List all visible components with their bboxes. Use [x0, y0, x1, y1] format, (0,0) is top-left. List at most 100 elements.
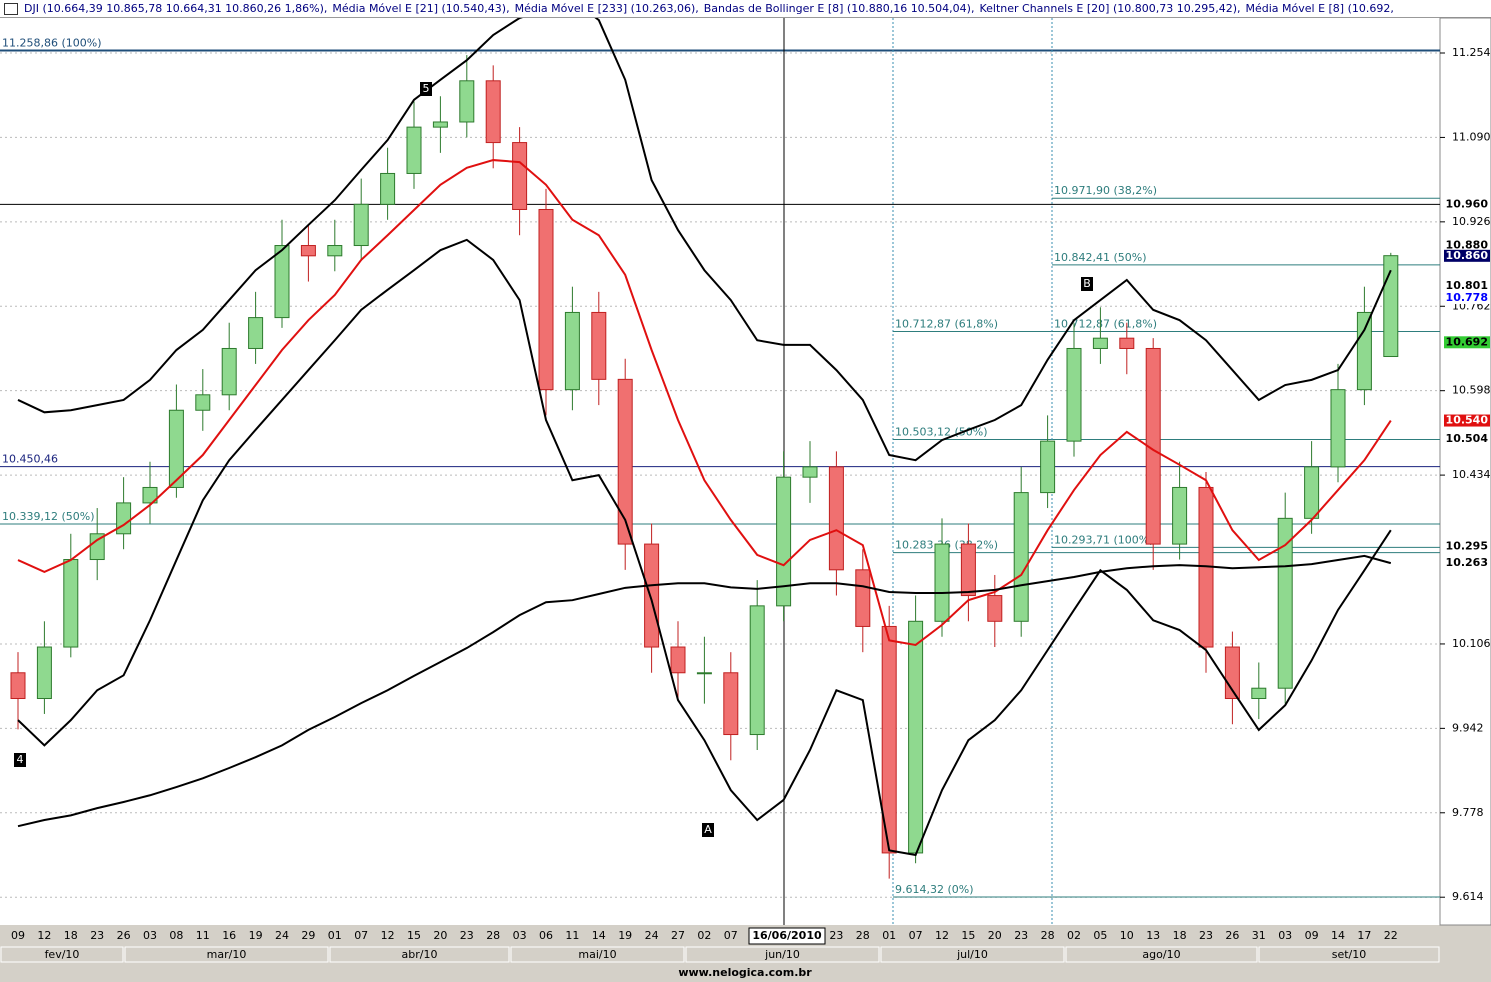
- candle-body: [1383, 255, 1399, 358]
- level-label: 10.971,90 (38,2%): [1054, 184, 1157, 197]
- value-tag-label: 10.504: [1446, 432, 1489, 445]
- x-tick-label: 08: [169, 929, 183, 942]
- candle-body: [538, 208, 554, 391]
- value-tag-label: 10.801: [1446, 279, 1488, 292]
- header-item: Média Móvel E [21] (10.540,43),: [332, 2, 510, 15]
- month-cell: [1258, 946, 1440, 963]
- candle-body: [1330, 389, 1346, 468]
- x-tick-label: 23: [829, 929, 843, 942]
- y-axis-area: [1439, 17, 1491, 926]
- x-tick-label: 26: [1225, 929, 1239, 942]
- indicator-line: [17, 238, 1392, 857]
- level-label: 10.503,12 (50%): [895, 426, 988, 439]
- x-tick-label: 26: [117, 929, 131, 942]
- x-tick-label: 29: [301, 929, 315, 942]
- x-tick-label: 11: [196, 929, 210, 942]
- level-label: 10.712,87 (61,8%): [1054, 318, 1157, 331]
- value-tag-label: 10.880: [1446, 239, 1489, 252]
- month-label: ago/10: [1142, 948, 1180, 961]
- x-tick-label: 02: [1067, 929, 1081, 942]
- candle-body: [828, 466, 844, 571]
- candle-body: [406, 126, 422, 174]
- month-cell: [1065, 946, 1258, 963]
- x-tick-label: 03: [513, 929, 527, 942]
- candle-body: [195, 394, 211, 411]
- y-tick-label: 9.614: [1452, 890, 1484, 903]
- candle-body: [1277, 517, 1293, 689]
- x-tick-label: 23: [1199, 929, 1213, 942]
- candle-body: [881, 625, 897, 854]
- indicator-line: [17, 554, 1392, 828]
- value-tag: [1444, 239, 1490, 252]
- indicator-line: [17, 18, 1392, 462]
- wave-marker: [702, 823, 714, 837]
- candle-body: [168, 409, 184, 488]
- x-tick-label: 16: [222, 929, 236, 942]
- candle-body: [987, 595, 1003, 622]
- month-label: mai/10: [578, 948, 616, 961]
- y-tick-label: 11.254: [1452, 46, 1491, 59]
- x-tick-label: 05: [1093, 929, 1107, 942]
- x-tick-label: 11: [565, 929, 579, 942]
- x-tick-label: 28: [856, 929, 870, 942]
- y-tick-label: 10.434: [1452, 468, 1491, 481]
- candle-body: [1040, 440, 1056, 494]
- x-tick-label: 24: [275, 929, 289, 942]
- candle-body: [908, 620, 924, 854]
- x-tick-label: 07: [354, 929, 368, 942]
- value-tag-label: 10.860: [1446, 249, 1489, 262]
- x-tick-label: 28: [1041, 929, 1055, 942]
- watermark: www.nelogica.com.br: [678, 966, 812, 979]
- level-label: 10.712,87 (61,8%): [895, 318, 998, 331]
- wave-marker-label: A: [704, 823, 712, 836]
- candle-body: [36, 646, 52, 700]
- x-tick-label: 23: [460, 929, 474, 942]
- plot-area: [0, 18, 1440, 925]
- window-icon[interactable]: [4, 3, 18, 15]
- candle-body: [300, 245, 316, 257]
- candle-body: [776, 476, 792, 607]
- value-tag: [1444, 249, 1490, 262]
- month-label: jun/10: [764, 948, 800, 961]
- candle-body: [432, 121, 448, 128]
- header-bar: DJI (10.664,39 10.865,78 10.664,31 10.86…: [0, 0, 1491, 18]
- wave-marker: [420, 82, 432, 96]
- x-tick-label: 01: [882, 929, 896, 942]
- x-tick-label: 09: [11, 929, 25, 942]
- crosshair-date-box: [748, 927, 826, 945]
- y-tick-label: 9.942: [1452, 721, 1484, 734]
- wave-marker-label: B: [1083, 277, 1091, 290]
- x-tick-label: 07: [724, 929, 738, 942]
- level-label: 10.842,41 (50%): [1054, 251, 1147, 264]
- x-tick-label: 02: [697, 929, 711, 942]
- y-tick-label: 10.926: [1452, 215, 1491, 228]
- month-cell: [510, 946, 685, 963]
- month-cell: [124, 946, 329, 963]
- candle-body: [116, 502, 132, 535]
- x-tick-label: 09: [1305, 929, 1319, 942]
- candle-body: [1013, 492, 1029, 622]
- candle-body: [723, 672, 739, 736]
- header-item: DJI (10.664,39 10.865,78 10.664,31 10.86…: [24, 2, 328, 15]
- value-tag: [1444, 292, 1490, 305]
- candle-body: [1356, 311, 1372, 391]
- month-cell: [880, 946, 1065, 963]
- value-tag: [1444, 540, 1490, 553]
- candle-body: [1092, 337, 1108, 349]
- x-tick-label: 12: [935, 929, 949, 942]
- crosshair-date: 16/06/2010: [752, 929, 822, 942]
- candle-body: [89, 533, 105, 561]
- level-label: 10.339,12 (50%): [2, 510, 95, 523]
- x-tick-label: 10: [1120, 929, 1134, 942]
- candle-body: [142, 486, 158, 504]
- value-tag: [1444, 198, 1490, 211]
- candle-body: [1119, 337, 1135, 349]
- candle-body: [1251, 687, 1267, 700]
- value-tag: [1444, 557, 1490, 570]
- month-label: jul/10: [956, 948, 988, 961]
- x-tick-label: 06: [539, 929, 553, 942]
- candle-body: [670, 646, 686, 674]
- month-cell: [685, 946, 880, 963]
- candle-body: [1066, 347, 1082, 442]
- candle-body: [248, 317, 264, 349]
